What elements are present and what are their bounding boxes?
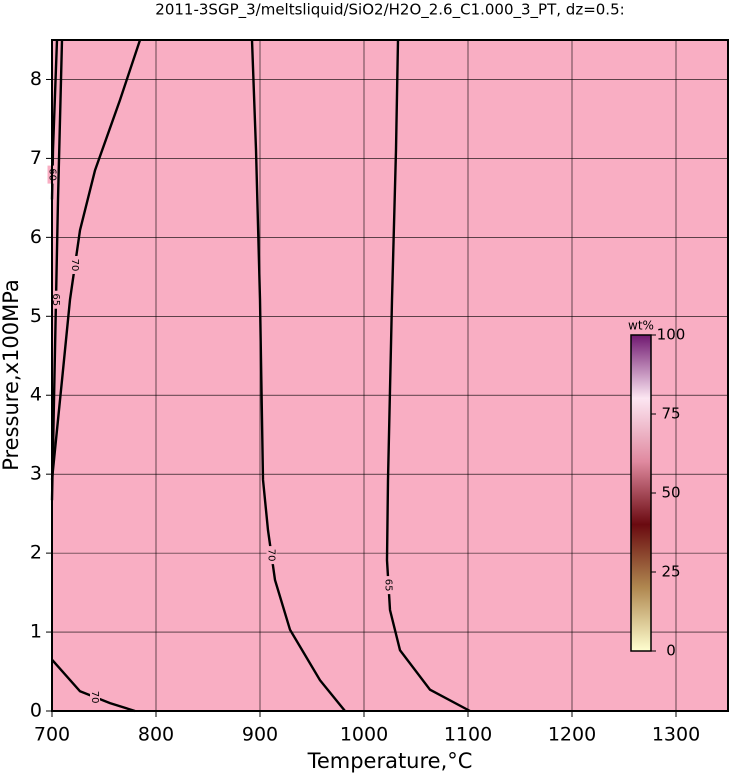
x-tick-label: 800 [138,724,174,746]
x-tick-label: 700 [34,724,70,746]
colorbar-tick-label: 0 [666,642,676,660]
contour-label-bg [69,255,80,274]
colorbar-label: wt% [628,319,654,333]
y-tick-label: 7 [30,147,42,169]
x-tick-label: 900 [242,724,278,746]
colorbar-tick-label: 75 [661,405,680,423]
y-tick-label: 2 [30,542,42,564]
colorbar-tick-label: 25 [661,563,680,581]
colorbar-tick-label: 100 [657,326,686,344]
contour-line [385,39,471,713]
y-tick-label: 6 [30,226,42,248]
chart-title: 2011-3SGP_3/meltsliquid/SiO2/H2O_2.6_C1.… [155,1,624,20]
contour-label: 70 [89,691,100,704]
contour-label: 70 [265,549,276,562]
x-axis-label: Temperature,°C [307,749,473,773]
plot-frame [51,39,729,712]
y-axis-label: Pressure,x100MPa [0,279,23,471]
colorbar-tick-label: 50 [661,484,680,502]
contour-label: 65 [50,293,61,306]
y-tick-label: 5 [30,305,42,327]
x-tick-label: 1300 [652,724,700,746]
y-tick-label: 4 [30,384,42,406]
x-tick-label: 1200 [548,724,596,746]
contour-line [250,39,346,712]
x-tick-label: 1100 [444,724,492,746]
contour-label: 65 [382,579,393,592]
contour-label-bg [266,546,277,565]
y-tick-label: 8 [30,68,42,90]
y-tick-label: 3 [30,463,42,485]
x-tick-label: 1000 [340,724,388,746]
colorbar [630,334,652,652]
contour-label: 70 [69,259,80,272]
y-tick-label: 1 [30,621,42,643]
contour-label-bg [90,688,101,707]
contour-label-bg [51,290,62,309]
contour-label-bg [383,576,394,595]
y-tick-label: 0 [30,700,42,722]
